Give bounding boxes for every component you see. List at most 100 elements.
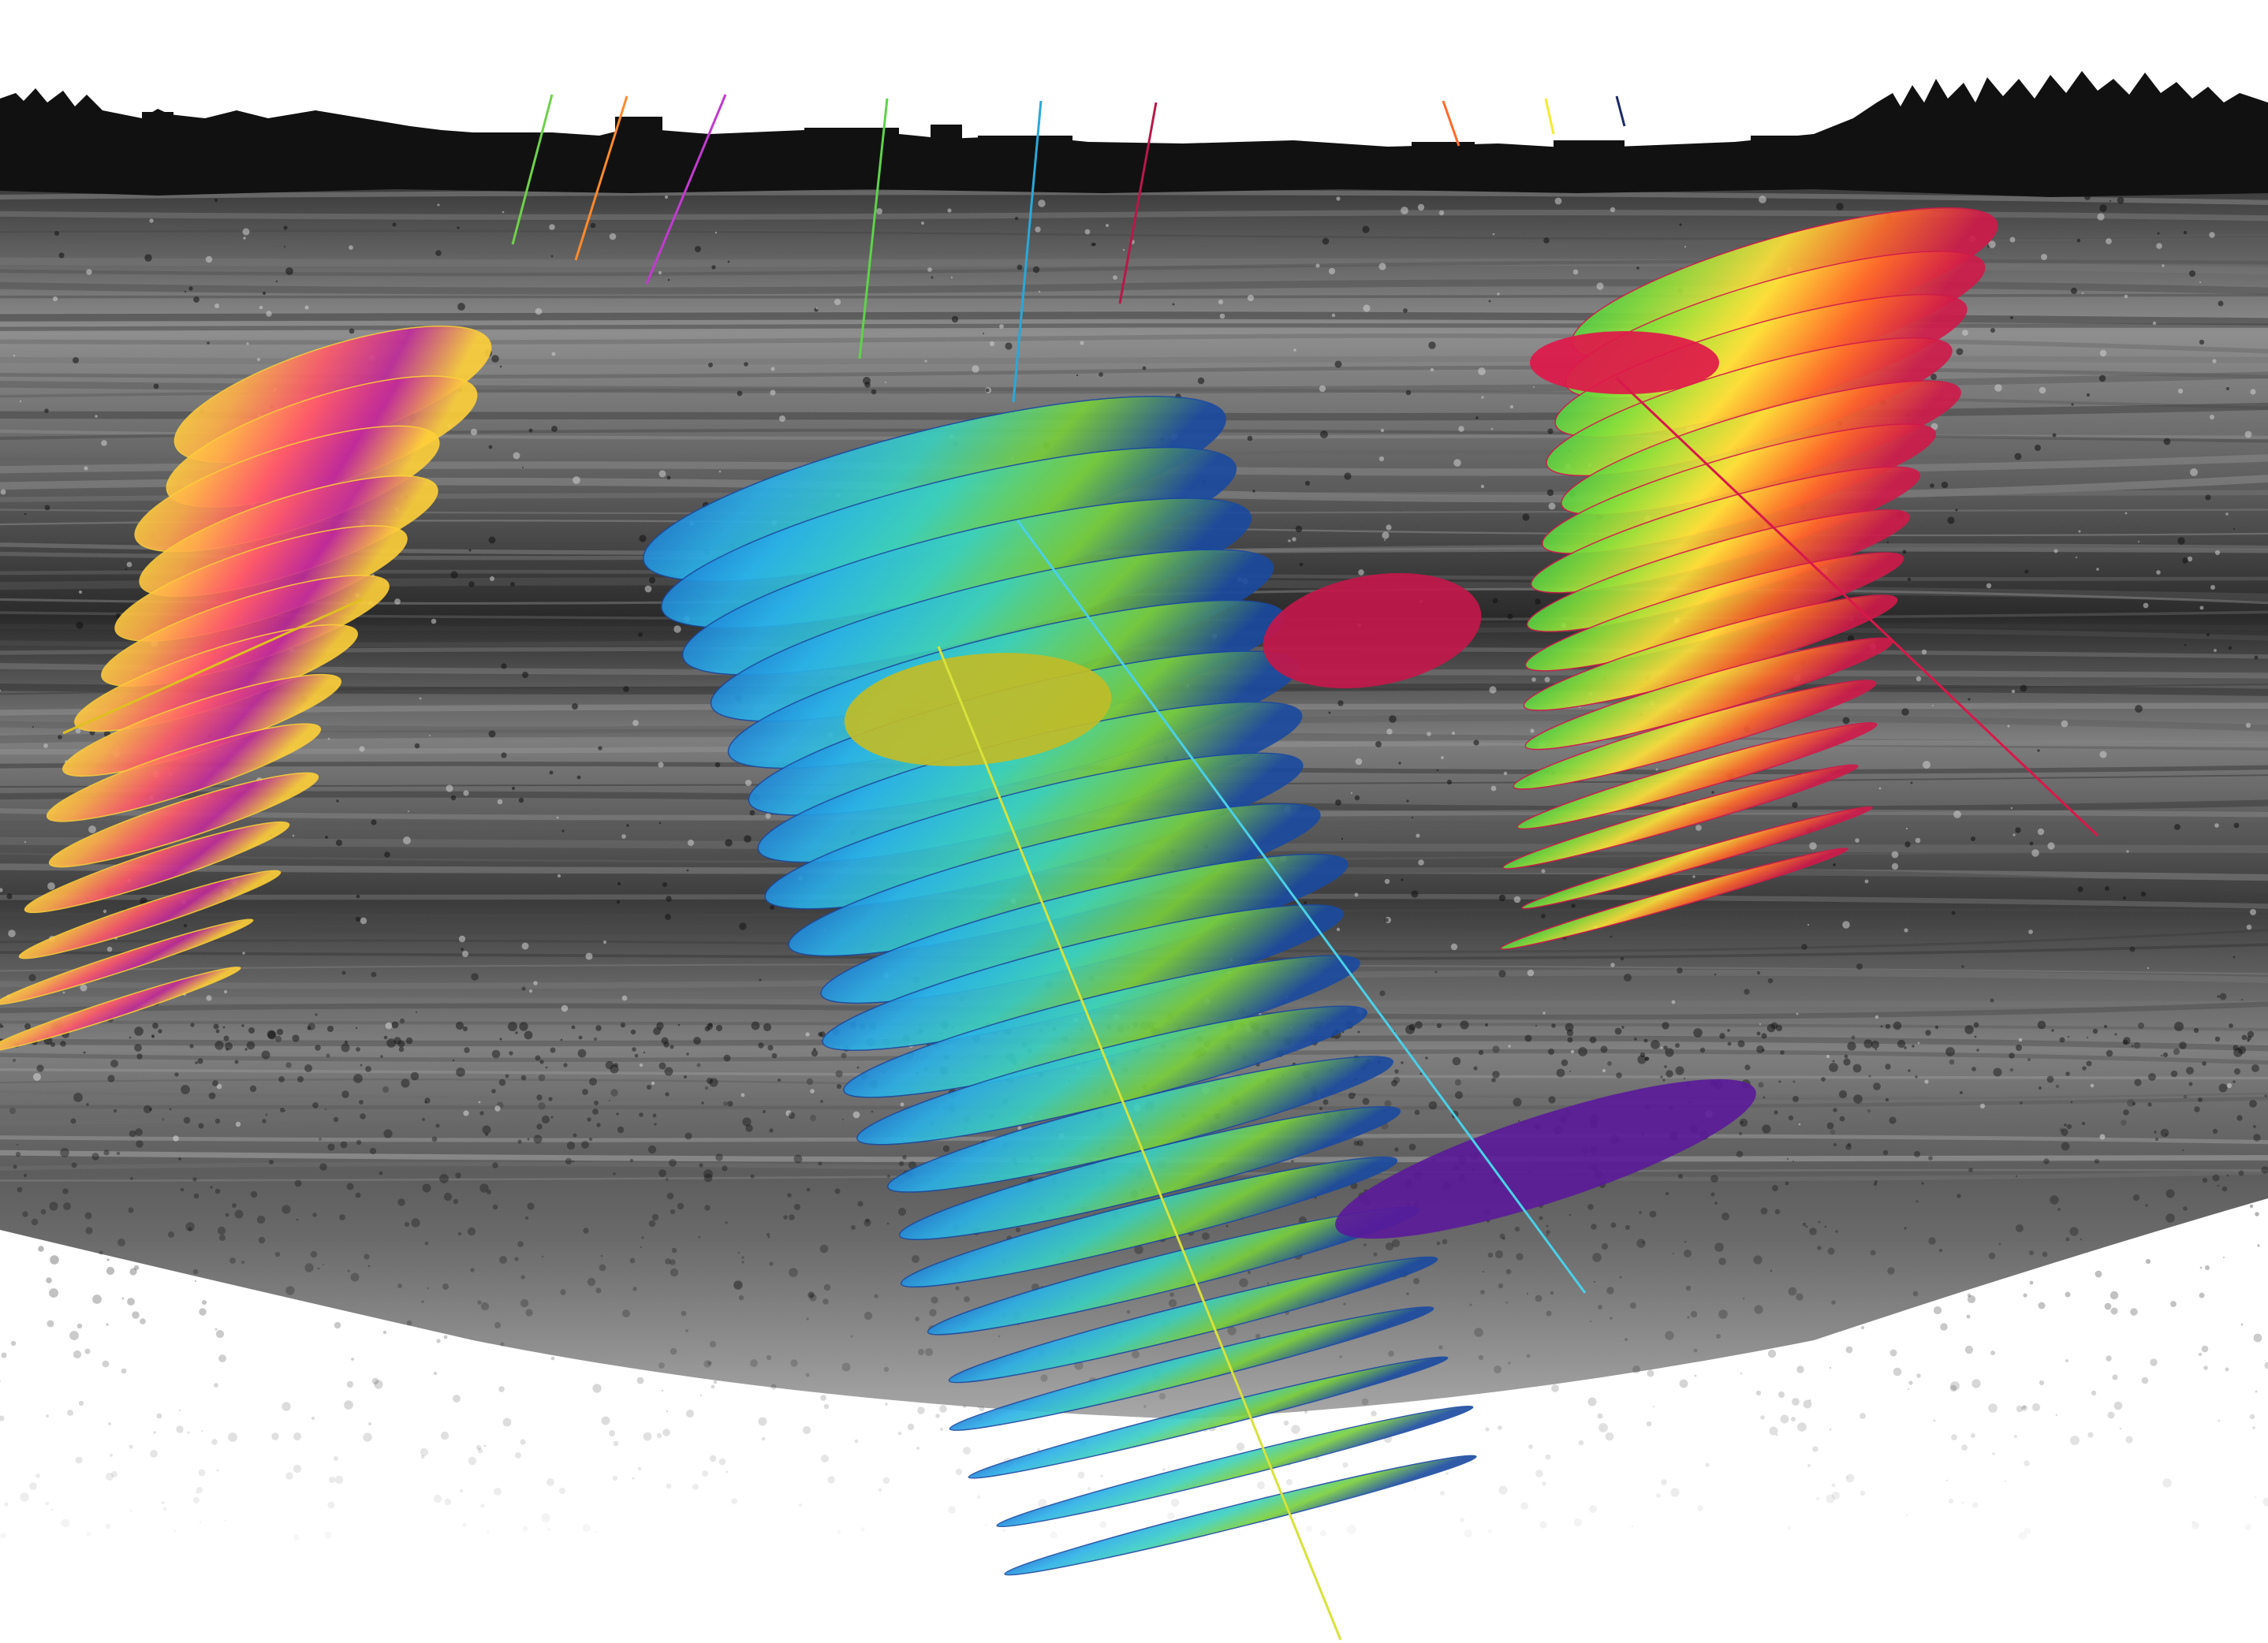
fade-grain xyxy=(658,1169,666,1177)
fade-grain xyxy=(535,1055,541,1061)
fade-grain xyxy=(1663,1045,1668,1050)
rock-grain xyxy=(488,445,493,449)
fade-grain xyxy=(1693,1348,1698,1353)
fade-grain xyxy=(2016,1045,2022,1051)
fade-grain xyxy=(709,1340,717,1348)
rock-grain xyxy=(2245,722,2251,728)
rock-grain xyxy=(1350,792,1353,795)
fade-grain xyxy=(1624,1337,1628,1342)
fade-grain xyxy=(550,1356,555,1361)
rock-grain xyxy=(1636,266,1639,270)
fade-grain xyxy=(666,1410,669,1413)
fracture-stage xyxy=(1004,1455,1477,1576)
fade-grain xyxy=(1630,1302,1636,1309)
fade-grain xyxy=(1933,1419,1936,1422)
fade-grain xyxy=(652,1113,657,1118)
rock-grain xyxy=(0,888,3,892)
fade-grain xyxy=(38,1246,44,1252)
rock-grain xyxy=(658,762,664,768)
fade-grain xyxy=(1438,1345,1443,1350)
rock-grain xyxy=(2037,749,2040,752)
fade-grain xyxy=(577,1049,587,1058)
rock-grain xyxy=(1453,459,1461,467)
rock-grain xyxy=(2183,230,2188,235)
rock-grain xyxy=(2250,389,2256,395)
fade-grain xyxy=(766,1354,772,1361)
fade-grain xyxy=(150,1450,158,1458)
fade-grain xyxy=(646,1084,652,1090)
rock-grain xyxy=(885,382,886,383)
fade-grain xyxy=(1684,1250,1692,1257)
rock-grain xyxy=(1988,240,1996,248)
fade-grain xyxy=(1762,1049,1765,1052)
fade-grain xyxy=(2247,1036,2251,1041)
fade-grain xyxy=(480,1503,485,1508)
fade-grain xyxy=(197,1058,203,1064)
fade-grain xyxy=(596,1123,601,1127)
fade-grain xyxy=(1322,1099,1329,1105)
rock-grain xyxy=(1080,341,1084,345)
rock-grain xyxy=(2156,243,2162,249)
fade-grain xyxy=(2247,1030,2255,1038)
rock-grain xyxy=(989,341,995,347)
fade-grain xyxy=(733,1280,743,1290)
fade-grain xyxy=(71,1162,77,1168)
fade-grain xyxy=(1753,1255,1763,1265)
fade-grain xyxy=(224,1519,227,1522)
fade-grain xyxy=(152,1023,159,1029)
fade-grain xyxy=(1832,1060,1835,1063)
rock-grain xyxy=(1930,423,1938,430)
fade-grain xyxy=(1829,1366,1832,1369)
fade-grain xyxy=(185,1222,195,1231)
rock-grain xyxy=(550,255,554,258)
fade-grain xyxy=(2046,1075,2054,1083)
fade-grain xyxy=(2179,1041,2187,1049)
fade-grain xyxy=(751,1021,760,1030)
rock-grain xyxy=(1481,396,1484,399)
fade-grain xyxy=(215,1329,225,1339)
fade-grain xyxy=(1319,1529,1327,1537)
rock-grain xyxy=(1962,330,1968,336)
fade-grain xyxy=(2065,1359,2068,1362)
fade-grain xyxy=(1589,1505,1597,1513)
rock-grain xyxy=(1679,223,1682,226)
fade-grain xyxy=(1938,1248,1943,1253)
fade-grain xyxy=(1988,1252,1996,1260)
rock-grain xyxy=(371,819,377,825)
rock-grain xyxy=(1172,303,1175,306)
fade-grain xyxy=(394,1037,401,1045)
fade-grain xyxy=(2131,1045,2134,1048)
fade-grain xyxy=(476,1444,482,1451)
fade-grain xyxy=(820,1395,826,1401)
fade-grain xyxy=(99,1250,103,1255)
fade-grain xyxy=(1907,1388,1910,1391)
rock-grain xyxy=(19,400,22,403)
fade-grain xyxy=(249,1085,257,1093)
fade-grain xyxy=(1651,1040,1660,1049)
fade-grain xyxy=(1908,1380,1913,1385)
fade-grain xyxy=(439,1174,449,1183)
fade-grain xyxy=(857,1201,864,1207)
rock-grain xyxy=(437,203,440,207)
fade-grain xyxy=(341,1043,350,1052)
fade-grain xyxy=(1578,1047,1587,1056)
rock-grain xyxy=(1507,613,1513,620)
rock-grain xyxy=(2124,512,2128,515)
fade-grain xyxy=(173,1529,177,1533)
fade-grain xyxy=(312,1213,317,1217)
fade-grain xyxy=(353,1074,363,1083)
fade-grain xyxy=(1705,1462,1710,1467)
fade-grain xyxy=(545,1066,548,1069)
fade-grain xyxy=(433,1371,438,1376)
fracture-stage xyxy=(18,870,282,959)
fade-grain xyxy=(1546,1230,1550,1235)
fade-grain xyxy=(1362,1097,1370,1105)
fade-grain xyxy=(2249,1204,2254,1209)
fade-grain xyxy=(1414,1109,1420,1116)
fade-grain xyxy=(742,1117,752,1127)
fade-grain xyxy=(718,1458,726,1466)
fade-grain xyxy=(1565,1023,1574,1032)
fracture-stage xyxy=(48,772,319,868)
fade-grain xyxy=(723,1054,731,1062)
fade-grain xyxy=(1769,1426,1778,1436)
